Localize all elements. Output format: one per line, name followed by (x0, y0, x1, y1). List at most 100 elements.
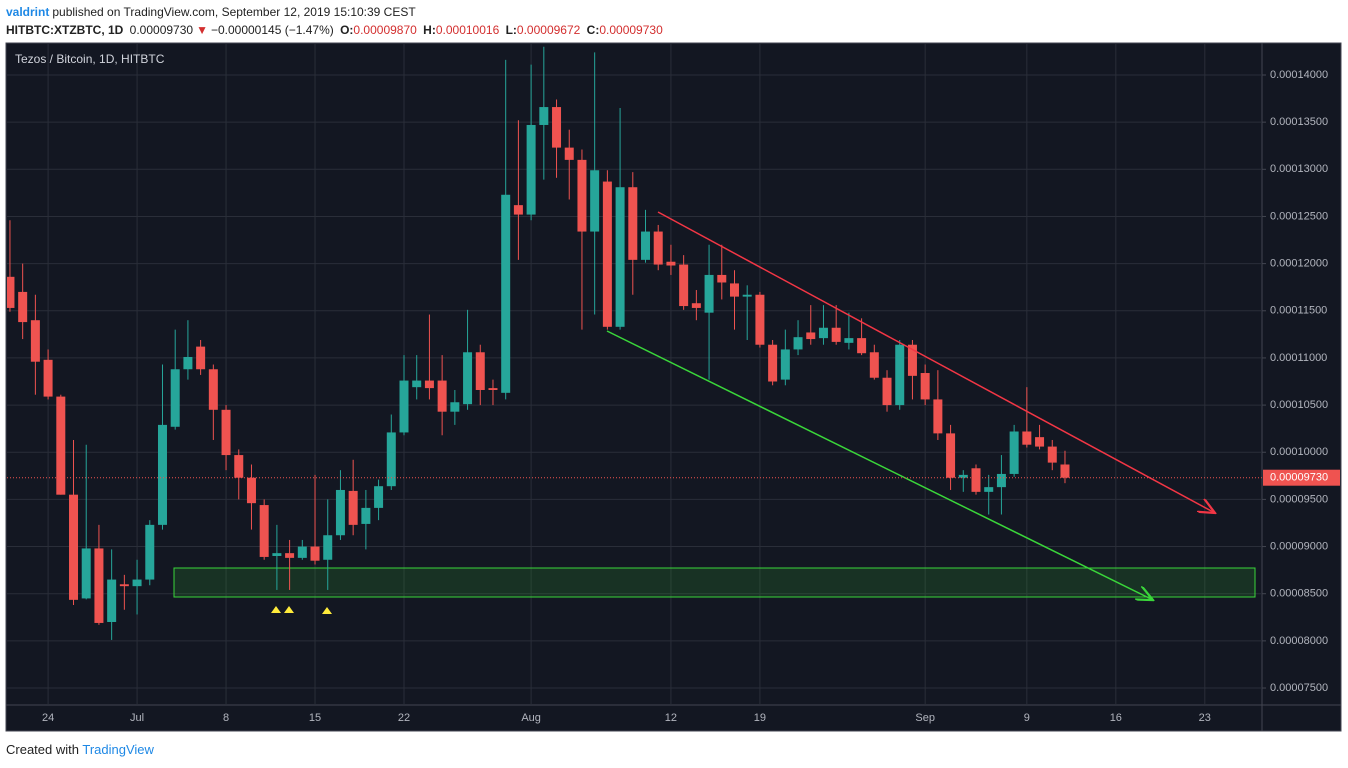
candle-body (971, 468, 981, 492)
y-tick-label: 0.00011000 (1270, 352, 1327, 364)
candle-body (984, 487, 994, 492)
candle-body (882, 377, 892, 406)
x-tick-label: 8 (223, 712, 229, 724)
c-label: C: (586, 23, 600, 37)
candle-body (818, 327, 828, 339)
candle-body (450, 402, 460, 412)
h-value: 0.00010016 (435, 23, 500, 37)
l-value: 0.00009672 (516, 23, 581, 37)
change: −0.00000145 (−1.47%) (210, 23, 334, 37)
c-value: 0.00009730 (599, 23, 663, 37)
candle-body (18, 291, 28, 323)
candle-body (310, 546, 320, 561)
footer-brand[interactable]: TradingView (82, 742, 154, 757)
candle-body (221, 409, 231, 456)
candle-body (170, 369, 180, 427)
candle-body (691, 303, 701, 308)
y-tick-label: 0.00008500 (1270, 588, 1328, 600)
arrow: ▼ (196, 23, 208, 37)
candle-body (666, 261, 676, 266)
last: 0.00009730 (129, 23, 194, 37)
published: published on TradingView.com, September … (52, 5, 416, 19)
x-tick-label: 19 (754, 712, 766, 724)
candle-body (628, 187, 638, 260)
candle-body (552, 107, 562, 148)
candle-body (81, 548, 91, 599)
candle-body (1022, 431, 1032, 445)
y-tick-label: 0.00008000 (1270, 635, 1328, 647)
candle-body (94, 548, 104, 623)
candle-body (412, 380, 422, 388)
symbol-line: HITBTC:XTZBTC, 1D 0.00009730 ▼ −0.00000145… (6, 23, 666, 37)
x-tick-label: 16 (1110, 712, 1122, 724)
candle-body (653, 231, 663, 265)
candle-body (335, 489, 345, 536)
candle-body (297, 546, 307, 558)
candle-body (958, 474, 968, 478)
candle-body (1060, 464, 1070, 478)
candle-body (907, 344, 917, 376)
candle-body (729, 283, 739, 297)
candle-body (43, 359, 53, 397)
candle-body (132, 579, 142, 587)
candle-body (539, 107, 549, 125)
x-tick-label: 23 (1199, 712, 1211, 724)
candle-body (717, 274, 727, 283)
candle-body (933, 399, 943, 434)
candle-body (641, 231, 651, 260)
y-tick-label: 0.00009000 (1270, 540, 1328, 552)
y-tick-label: 0.00013500 (1270, 116, 1328, 128)
candle-body (844, 338, 854, 343)
candle-body (704, 274, 714, 313)
candle-body (56, 396, 66, 495)
candle-body (895, 344, 905, 406)
signal-triangles (271, 606, 332, 614)
candle-body (7, 276, 15, 308)
candle-body (501, 194, 511, 393)
symbol: HITBTC:XTZBTC, 1D (6, 23, 124, 37)
candle-body (145, 524, 155, 580)
support-zone (173, 567, 1256, 598)
publish-line: valdrint published on TradingView.com, Se… (6, 5, 419, 19)
candle-body (437, 380, 447, 412)
candle-body (361, 507, 371, 524)
candle-body (742, 294, 752, 297)
candle-body (234, 455, 244, 478)
x-tick-label: Jul (130, 712, 144, 724)
candle-body (463, 352, 473, 405)
candle-body (488, 388, 498, 390)
legend-title: Tezos / Bitcoin, 1D, HITBTC (15, 52, 165, 66)
candle-body (1009, 431, 1019, 474)
candle-body (424, 380, 434, 389)
candle-body (107, 579, 117, 623)
resistance-line (657, 211, 1215, 513)
last-price-box (1263, 469, 1340, 486)
y-tick-label: 0.00013000 (1270, 163, 1328, 175)
y-tick-label: 0.00012500 (1270, 210, 1328, 222)
candle-body (1047, 446, 1057, 463)
candle-body (564, 147, 574, 160)
candle-body (831, 327, 841, 342)
x-tick-label: 12 (665, 712, 677, 724)
candle-body (348, 490, 358, 525)
o-label: O: (340, 23, 354, 37)
candle-body (30, 320, 40, 362)
candle-body (679, 264, 689, 307)
candle-body (615, 187, 625, 327)
candle-body (602, 181, 612, 327)
x-tick-label: Aug (521, 712, 541, 724)
candle-body (780, 349, 790, 380)
y-tick-label: 0.00012000 (1270, 258, 1328, 270)
candle-body (69, 494, 79, 600)
y-tick-label: 0.00010000 (1270, 446, 1328, 458)
author[interactable]: valdrint (6, 5, 50, 19)
x-tick-label: 24 (42, 712, 54, 724)
candle-body (183, 356, 193, 370)
x-tick-label: 22 (398, 712, 410, 724)
candle-body (590, 170, 600, 232)
y-tick-label: 0.00007500 (1270, 682, 1328, 694)
y-tick-label: 0.00009500 (1270, 493, 1328, 505)
x-tick-label: 15 (309, 712, 321, 724)
